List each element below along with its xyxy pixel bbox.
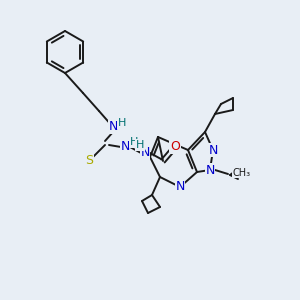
Text: N: N [140, 146, 150, 160]
Text: N: N [108, 121, 118, 134]
Text: N: N [120, 140, 130, 154]
Text: O: O [170, 140, 180, 154]
Text: H: H [118, 118, 126, 128]
Text: N: N [205, 164, 215, 176]
Text: CH₃: CH₃ [233, 168, 251, 178]
Text: H: H [130, 137, 138, 147]
Text: H: H [136, 140, 144, 150]
Text: N: N [175, 181, 185, 194]
Text: S: S [85, 154, 93, 167]
Text: N: N [208, 143, 218, 157]
